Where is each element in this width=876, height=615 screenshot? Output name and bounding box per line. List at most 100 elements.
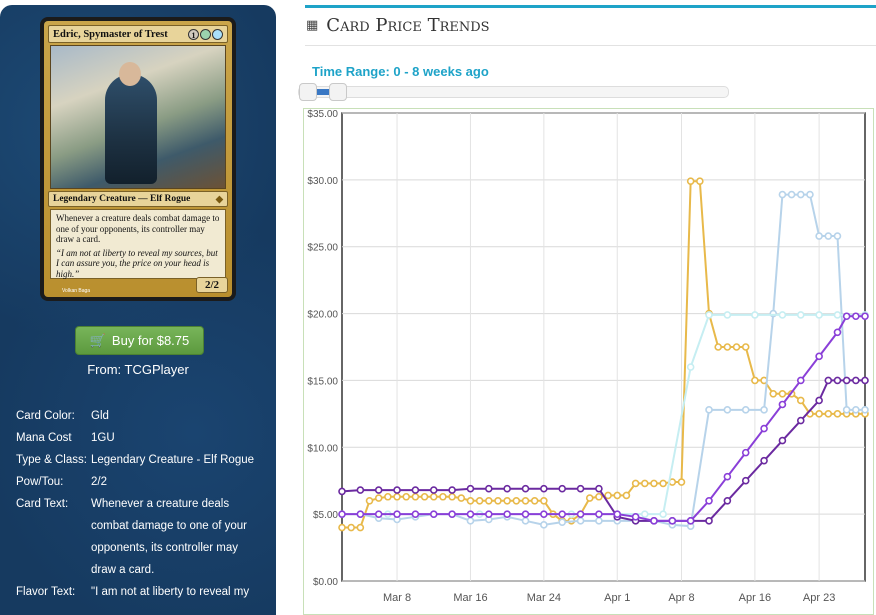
series-point <box>347 523 355 532</box>
series-point <box>393 492 401 501</box>
series-point <box>760 406 768 414</box>
series-point <box>429 486 438 494</box>
series-point <box>485 484 493 493</box>
series-point <box>512 496 521 505</box>
series-point <box>796 396 805 405</box>
series-point <box>485 496 493 505</box>
series-point <box>558 510 567 518</box>
series-point <box>787 190 796 199</box>
price-chart: $0.00 $5.00 $10.00 $15.00 $20.00 $25.00 $30.00… <box>307 109 869 604</box>
detail-label: Type & Class: <box>16 454 87 466</box>
x-tick-label: Apr 23 <box>803 592 835 604</box>
series-point <box>778 436 787 445</box>
series-point <box>503 510 511 518</box>
series-point <box>448 510 456 518</box>
x-tick-label: Apr 1 <box>604 592 630 604</box>
series-point <box>466 517 475 525</box>
series-point <box>705 517 713 525</box>
series-point <box>558 484 567 493</box>
series-point <box>778 400 787 409</box>
series-point <box>796 311 805 319</box>
card-name-bar: Edric, Spymaster of Trest 1 G U <box>48 25 228 43</box>
card-art-figure <box>105 74 157 184</box>
panel-top-border <box>305 5 876 8</box>
price-chart-container: $0.00 $5.00 $10.00 $15.00 $20.00 $25.00 $30.00… <box>303 108 874 615</box>
y-tick-label: $20.00 <box>307 310 338 321</box>
y-tick-label: $10.00 <box>307 443 338 454</box>
x-tick-label: Mar 16 <box>453 592 487 604</box>
buy-button[interactable]: 🛒 Buy for $8.75 <box>75 326 204 355</box>
series-point <box>842 376 851 385</box>
series-point <box>356 486 365 494</box>
series-point <box>429 510 438 518</box>
card-artist: Volkan Baga <box>62 288 91 294</box>
series-point <box>815 410 823 418</box>
series-point <box>439 492 447 501</box>
y-tick-label: $25.00 <box>307 243 338 254</box>
series-point <box>833 232 842 240</box>
series-point <box>356 510 365 518</box>
detail-value: "I am not at liberty to reveal my <box>91 586 250 598</box>
detail-label: Flavor Text: <box>16 586 76 598</box>
slider-handle-end[interactable] <box>329 83 347 101</box>
slider-handle-start[interactable] <box>299 83 317 101</box>
detail-value: 1GU <box>91 432 115 444</box>
series-point <box>833 410 842 418</box>
series-point <box>760 456 768 465</box>
series-point <box>778 389 787 398</box>
x-tick-label: Mar 24 <box>527 592 561 604</box>
detail-row-flavor-text: Flavor Text: "I am not at liberty to rev… <box>16 581 266 603</box>
time-range-slider[interactable] <box>298 83 729 101</box>
series-point <box>365 496 374 505</box>
series-point <box>576 484 585 493</box>
series-point <box>595 492 603 501</box>
series-point <box>393 486 401 494</box>
series-point <box>852 312 860 321</box>
series-point <box>595 484 603 493</box>
series-point <box>861 312 869 321</box>
card-art-head <box>119 62 141 86</box>
card-sidebar: Edric, Spymaster of Trest 1 G U Legendar… <box>0 5 276 615</box>
series-point <box>494 496 502 505</box>
series-point <box>705 406 713 414</box>
detail-row-mana-cost: Mana Cost 1GU <box>16 427 266 449</box>
series-point <box>466 496 475 505</box>
plot-area <box>341 112 866 582</box>
series-point <box>411 492 420 501</box>
card-art <box>50 45 226 189</box>
series-point <box>466 484 475 493</box>
series-point <box>420 492 429 501</box>
series-point <box>530 496 539 505</box>
mana-blue-icon: U <box>212 28 223 40</box>
y-tick-label: $15.00 <box>307 376 338 387</box>
series-point <box>824 232 833 240</box>
panel-title: ▦ Card Price Trends <box>306 15 490 36</box>
y-tick-label: $0.00 <box>313 577 338 588</box>
detail-row-pow-tou: Pow/Tou: 2/2 <box>16 471 266 493</box>
series-point <box>576 510 585 518</box>
series-point <box>751 376 759 385</box>
detail-row-color: Card Color: Gld <box>16 405 266 427</box>
series-point <box>521 484 530 493</box>
series-point <box>696 177 704 185</box>
series-point <box>558 518 567 526</box>
card-image: Edric, Spymaster of Trest 1 G U Legendar… <box>40 17 236 301</box>
series-point <box>686 517 695 525</box>
buy-button-label: Buy for $8.75 <box>111 333 190 348</box>
series-point <box>833 376 842 385</box>
series-point <box>613 491 622 500</box>
set-symbol-icon: ◆ <box>215 195 223 205</box>
series-point <box>741 476 750 485</box>
series-point <box>686 363 695 371</box>
series-point <box>540 484 548 493</box>
series-point <box>723 406 732 414</box>
series-point <box>659 479 667 488</box>
series-point <box>631 479 640 488</box>
calendar-icon: ▦ <box>306 18 319 33</box>
x-tick-label: Apr 8 <box>668 592 694 604</box>
detail-row-type: Type & Class: Legendary Creature - Elf R… <box>16 449 266 471</box>
y-tick-label: $35.00 <box>307 109 338 120</box>
slider-range-fill <box>315 89 331 95</box>
series-point <box>723 311 732 319</box>
card-flavor-text: “I am not at liberty to reveal my source… <box>56 247 218 279</box>
